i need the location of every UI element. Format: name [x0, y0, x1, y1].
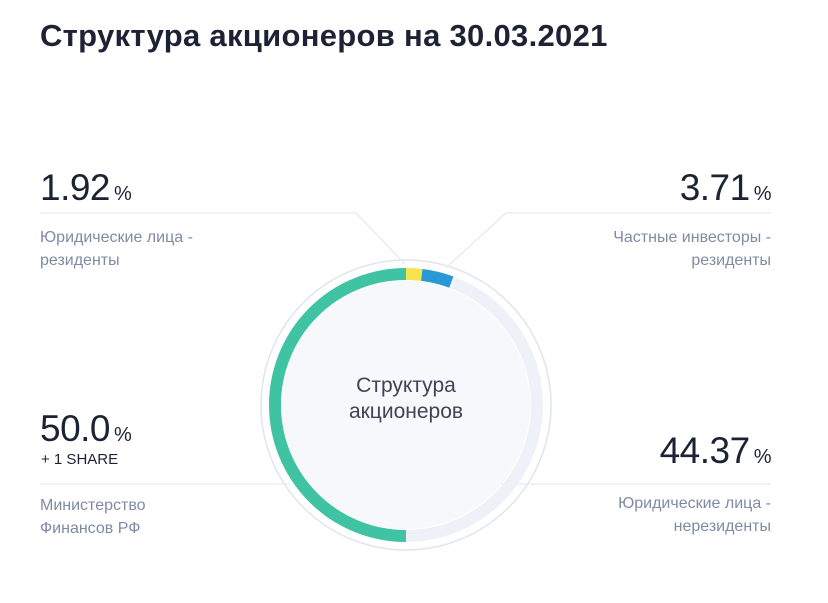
leader-line-legal-res-diag [355, 212, 406, 265]
slice-minfin [269, 268, 407, 542]
percent-sign: % [753, 446, 772, 468]
value-minfin-number: 50.0 [40, 408, 111, 449]
slice-legal-res [405, 267, 423, 281]
slice-private-res [420, 268, 454, 288]
value-legal-nonres: 44.37% [659, 430, 772, 472]
value-legal-nonres-number: 44.37 [659, 430, 751, 471]
label-legal-res: Юридические лица - резиденты [40, 229, 193, 269]
page-title: Структура акционеров на 30.03.2021 [40, 18, 608, 53]
center-label: Структура акционеров [348, 374, 464, 423]
value-legal-res: 1.92% [40, 167, 132, 209]
percent-sign: % [114, 183, 132, 205]
value-legal-res-number: 1.92 [40, 167, 111, 208]
percent-sign: % [753, 183, 772, 205]
value-private-res-number: 3.71 [679, 167, 751, 208]
note-minfin: + 1 SHARE [41, 451, 119, 468]
label-private-res: Частные инвесторы - резиденты [613, 229, 771, 269]
leader-line-private-res-diag [447, 212, 507, 267]
outer-ring [260, 259, 552, 551]
inner-disc [282, 281, 530, 529]
label-minfin: Министерство Финансов РФ [40, 497, 146, 537]
slice-legal-nonres [405, 276, 543, 542]
value-private-res: 3.71% [679, 167, 772, 209]
label-legal-nonres: Юридические лица - нерезиденты [618, 495, 771, 535]
percent-sign: % [114, 424, 132, 446]
value-minfin: 50.0% [40, 408, 132, 450]
